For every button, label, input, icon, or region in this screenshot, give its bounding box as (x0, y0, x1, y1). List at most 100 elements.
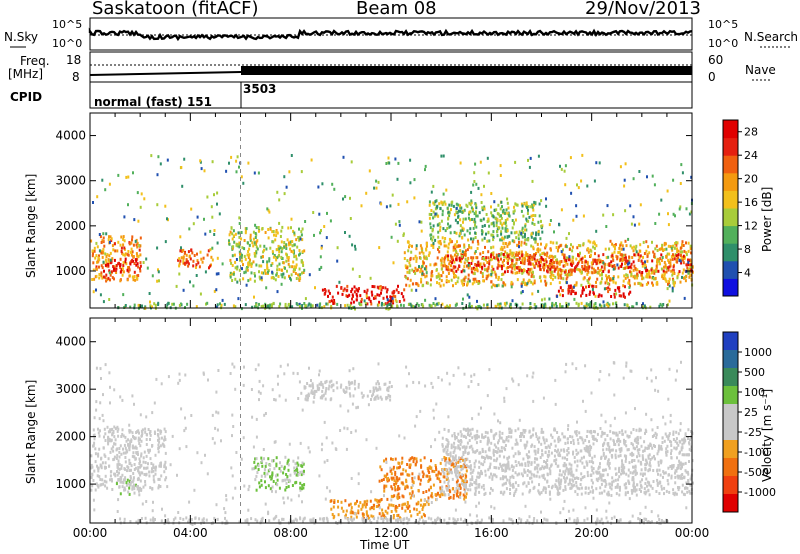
heatmap-cell (688, 453, 691, 457)
heatmap-cell (275, 229, 278, 232)
nave-label: Nave (745, 63, 776, 77)
heatmap-cell (506, 464, 508, 468)
heatmap-cell (489, 462, 492, 466)
heatmap-cell (641, 271, 644, 274)
heatmap-cell (651, 456, 654, 460)
heatmap-cell (368, 169, 371, 173)
heatmap-cell (689, 448, 692, 452)
heatmap-cell (468, 245, 471, 249)
heatmap-cell (557, 270, 560, 274)
heatmap-cell (386, 295, 388, 299)
heatmap-cell (505, 487, 508, 491)
heatmap-cell (298, 267, 301, 271)
heatmap-cell (534, 452, 537, 456)
heatmap-cell (268, 257, 271, 261)
heatmap-cell (551, 301, 554, 305)
heatmap-cell (97, 256, 100, 260)
heatmap-cell (333, 187, 336, 191)
heatmap-cell (303, 302, 306, 305)
heatmap-cell (565, 301, 568, 305)
heatmap-cell (263, 468, 266, 472)
heatmap-cell (591, 266, 594, 270)
heatmap-cell (502, 221, 505, 225)
heatmap-cell (499, 449, 501, 453)
heatmap-cell (382, 296, 385, 300)
heatmap-cell (258, 481, 261, 485)
heatmap-cell (617, 478, 620, 482)
heatmap-cell (299, 488, 302, 492)
heatmap-cell (486, 156, 489, 160)
heatmap-cell (421, 270, 424, 274)
heatmap-cell (388, 161, 391, 165)
heatmap-cell (109, 428, 112, 432)
heatmap-cell (342, 155, 345, 159)
heatmap-cell (576, 183, 578, 187)
heatmap-cell (517, 265, 520, 269)
heatmap-cell (571, 268, 574, 272)
heatmap-cell (509, 483, 512, 487)
heatmap-cell (249, 262, 252, 266)
heatmap-cell (455, 492, 458, 496)
heatmap-cell (450, 240, 453, 244)
heatmap-cell (480, 201, 483, 204)
heatmap-cell (468, 302, 471, 306)
heatmap-cell (579, 251, 581, 255)
heatmap-cell (597, 477, 600, 481)
heatmap-cell (461, 226, 464, 230)
heatmap-cell (618, 470, 620, 474)
heatmap-cell (465, 463, 468, 467)
heatmap-cell (454, 467, 457, 471)
heatmap-cell (235, 159, 238, 163)
heatmap-cell (130, 438, 133, 442)
heatmap-cell (621, 257, 624, 261)
heatmap-cell (395, 288, 398, 292)
heatmap-cell (126, 478, 129, 482)
heatmap-cell (273, 233, 275, 237)
heatmap-cell (270, 476, 273, 480)
heatmap-cell (676, 474, 679, 478)
heatmap-cell (608, 262, 611, 266)
heatmap-cell (405, 480, 408, 484)
heatmap-cell (134, 258, 137, 262)
heatmap-cell (256, 247, 259, 251)
heatmap-cell (485, 277, 488, 281)
heatmap-cell (575, 283, 578, 287)
heatmap-cell (670, 467, 673, 470)
heatmap-cell (440, 201, 443, 205)
heatmap-cell (143, 466, 145, 470)
heatmap-cell (520, 434, 523, 438)
heatmap-cell (258, 264, 261, 268)
heatmap-cell (604, 456, 607, 460)
heatmap-cell (635, 302, 638, 306)
heatmap-cell (399, 516, 401, 520)
heatmap-cell (430, 190, 433, 194)
heatmap-cell (544, 305, 547, 309)
heatmap-cell (292, 270, 295, 273)
heatmap-cell (386, 511, 389, 515)
heatmap-cell (318, 305, 321, 309)
heatmap-cell (294, 471, 297, 475)
heatmap-cell (504, 250, 507, 254)
heatmap-cell (420, 280, 423, 284)
heatmap-cell (253, 279, 256, 283)
heatmap-cell (408, 473, 411, 477)
heatmap-cell (475, 263, 478, 267)
heatmap-cell (266, 263, 269, 267)
heatmap-cell (688, 489, 691, 493)
heatmap-cell (465, 474, 468, 478)
heatmap-cell (520, 231, 523, 235)
heatmap-cell (133, 218, 136, 222)
heatmap-cell (652, 250, 655, 254)
heatmap-cell (634, 247, 637, 251)
heatmap-cell (592, 489, 595, 493)
heatmap-cell (543, 441, 546, 445)
heatmap-cell (594, 294, 597, 298)
heatmap-cell (447, 217, 450, 221)
heatmap-cell (677, 432, 680, 436)
heatmap-cell (487, 439, 490, 443)
heatmap-cell (117, 478, 120, 481)
heatmap-cell (554, 449, 557, 452)
heatmap-cell (117, 240, 120, 244)
heatmap-cell (570, 292, 573, 296)
heatmap-cell (552, 265, 555, 269)
